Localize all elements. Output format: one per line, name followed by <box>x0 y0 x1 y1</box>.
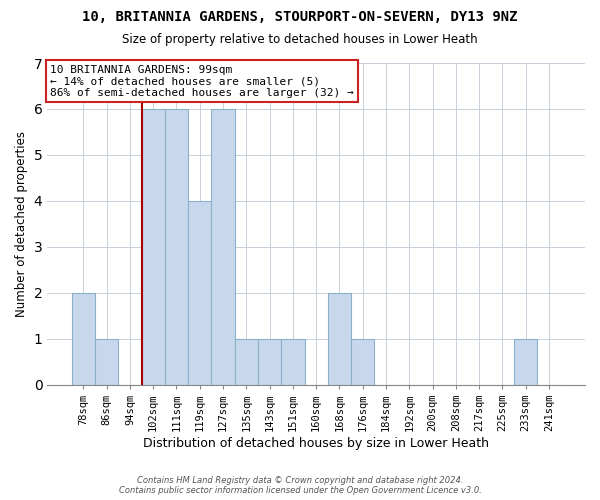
Text: 10 BRITANNIA GARDENS: 99sqm
← 14% of detached houses are smaller (5)
86% of semi: 10 BRITANNIA GARDENS: 99sqm ← 14% of det… <box>50 64 354 98</box>
Y-axis label: Number of detached properties: Number of detached properties <box>15 131 28 317</box>
Text: 10, BRITANNIA GARDENS, STOURPORT-ON-SEVERN, DY13 9NZ: 10, BRITANNIA GARDENS, STOURPORT-ON-SEVE… <box>82 10 518 24</box>
Bar <box>235 339 258 385</box>
Bar <box>95 339 118 385</box>
Text: Size of property relative to detached houses in Lower Heath: Size of property relative to detached ho… <box>122 32 478 46</box>
Bar <box>188 201 211 385</box>
Bar <box>142 109 165 385</box>
Bar <box>258 339 281 385</box>
Bar <box>72 293 95 385</box>
Text: Contains HM Land Registry data © Crown copyright and database right 2024.
Contai: Contains HM Land Registry data © Crown c… <box>119 476 481 495</box>
Bar <box>165 109 188 385</box>
Bar <box>514 339 537 385</box>
X-axis label: Distribution of detached houses by size in Lower Heath: Distribution of detached houses by size … <box>143 437 489 450</box>
Bar <box>281 339 305 385</box>
Bar <box>351 339 374 385</box>
Bar <box>211 109 235 385</box>
Bar <box>328 293 351 385</box>
